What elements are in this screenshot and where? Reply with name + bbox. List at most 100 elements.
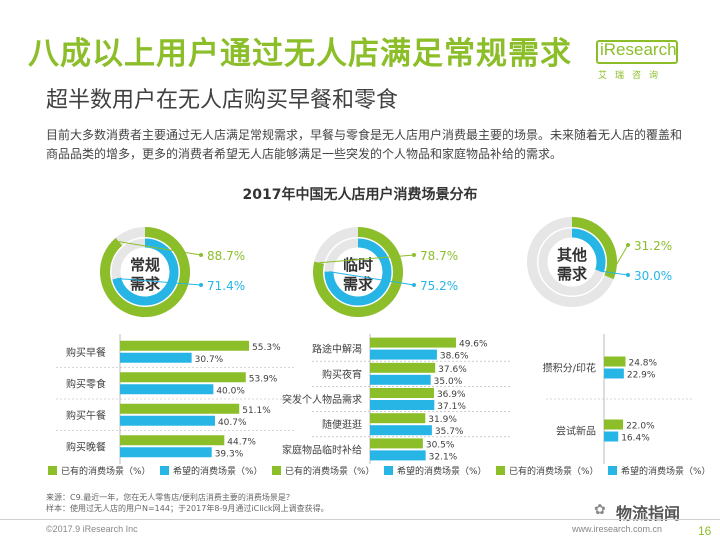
legend-swatch-desired [608, 466, 617, 475]
category-label: 路途中解渴 [312, 343, 362, 356]
logo-subtitle: 艾瑞咨询 [598, 71, 667, 81]
donut-center-label-line1: 常规 [130, 256, 160, 274]
bar-value-existing: 53.9% [249, 374, 278, 384]
category-label: 攒积分/印花 [543, 362, 596, 375]
category-label: 购买晚餐 [66, 440, 106, 453]
donut-arc-desired [324, 238, 392, 306]
bar-desired [370, 349, 437, 360]
leader-line-desired [328, 271, 415, 286]
bar-desired [604, 368, 624, 379]
bar-value-existing: 24.8% [628, 359, 657, 369]
bar-existing [120, 435, 225, 446]
legend-label-desired: 希望的消费场景（%） [621, 465, 711, 477]
bar-desired [120, 447, 212, 458]
leader-dot-existing [412, 253, 416, 257]
bar-existing [120, 340, 250, 351]
leader-line-desired [116, 278, 202, 286]
donut-arc-existing [571, 217, 617, 280]
watermark: ✿ 物流指闻 [594, 500, 710, 523]
bar-value-desired: 16.4% [621, 434, 650, 444]
bar-existing [370, 438, 423, 449]
legend-label-existing: 已有的消费场景（%） [61, 465, 151, 477]
legend-swatch-desired [160, 466, 169, 475]
category-label: 突发个人物品需求 [282, 393, 362, 406]
bar-value-desired: 35.0% [434, 377, 463, 387]
donut-value-existing: 31.2% [634, 239, 672, 253]
bar-existing [120, 372, 246, 383]
bar-value-existing: 37.6% [438, 365, 467, 375]
bar-desired [370, 425, 432, 436]
legend-label-existing: 已有的消费场景（%） [285, 465, 375, 477]
copyright: ©2017.9 iResearch Inc [46, 524, 138, 534]
bar-existing [370, 362, 436, 373]
leader-dot-existing [626, 243, 630, 247]
leader-line-existing [608, 244, 629, 278]
legend-swatch-existing [48, 466, 57, 475]
page-title: 八成以上用户通过无人店满足常规需求 [28, 36, 572, 72]
legend-swatch-desired [384, 466, 393, 475]
bar-value-existing: 22.0% [626, 422, 655, 432]
legend-swatch-existing [496, 466, 505, 475]
donut-value-existing: 78.7% [420, 249, 458, 263]
donut-center-label-line2: 需求 [130, 275, 161, 293]
description-text: 目前大多数消费者主要通过无人店满足常规需求，早餐与零食是无人店用户消费最主要的场… [46, 128, 683, 161]
donut-value-desired: 75.2% [420, 279, 458, 293]
category-label: 购买零食 [66, 377, 106, 390]
category-label: 尝试新品 [556, 425, 596, 438]
donut-center-label-line1: 其他 [557, 246, 587, 264]
category-label: 购买午餐 [66, 409, 106, 422]
bar-value-existing: 55.3% [252, 343, 281, 353]
leader-dot-existing [199, 253, 203, 257]
bar-desired [370, 400, 435, 410]
chart-title: 2017年中国无人店用户消费场景分布 [242, 187, 478, 203]
bar-value-existing: 30.5% [426, 440, 455, 450]
bar-value-desired: 35.7% [435, 427, 464, 437]
legend-label-desired: 希望的消费场景（%） [397, 465, 487, 477]
leader-dot-desired [199, 283, 203, 287]
bar-value-existing: 36.9% [437, 390, 466, 400]
bar-desired [120, 384, 214, 395]
bar-value-desired: 22.9% [627, 371, 656, 381]
legend-label-existing: 已有的消费场景（%） [509, 465, 599, 477]
bar-existing [370, 388, 434, 398]
bar-existing [120, 403, 240, 414]
bar-value-desired: 37.1% [437, 402, 466, 412]
category-label: 购买早餐 [66, 346, 106, 359]
bar-desired [370, 374, 431, 385]
legend-label-desired: 希望的消费场景（%） [173, 465, 263, 477]
donut-arc-desired [571, 228, 606, 273]
donut-center-label-line2: 需求 [557, 265, 588, 283]
leader-line-existing [118, 241, 202, 256]
bar-value-desired: 38.6% [440, 352, 469, 362]
leader-line-desired [599, 270, 629, 276]
logo-frame [596, 40, 678, 64]
bar-existing [370, 337, 456, 348]
logo-name: iResearch [600, 40, 677, 59]
wechat-icon: ✿ [594, 502, 606, 518]
donut-arc-existing [313, 227, 403, 317]
bar-value-desired: 32.1% [429, 452, 458, 462]
bar-existing [604, 356, 626, 367]
bar-value-desired: 40.0% [216, 386, 245, 396]
watermark-text: 物流指闻 [616, 504, 681, 523]
iresearch-logo: iResearch 艾瑞咨询 [596, 40, 678, 81]
donut-value-existing: 88.7% [207, 249, 245, 263]
donut-value-desired: 71.4% [207, 279, 245, 293]
page-number: 16 [698, 524, 712, 538]
leader-line-existing [319, 254, 415, 264]
footer-divider [0, 519, 720, 520]
source-note: 来源：C9.最近一年，您在无人零售店/便利店消费主要的消费场景是？ 样本：使用过… [46, 492, 329, 514]
category-label: 家庭物品临时补给 [282, 443, 362, 456]
bar-desired [120, 352, 192, 363]
source-line-2: 样本：使用过无人店的用户N=144；于2017年8-9月通过iClick网上调查… [46, 504, 329, 513]
bar-value-desired: 39.3% [215, 449, 244, 459]
bar-value-desired: 40.7% [218, 418, 247, 428]
website: www.iresearch.com.cn [572, 524, 663, 534]
donut-arc-existing [100, 227, 190, 317]
bar-existing [604, 419, 624, 430]
category-label: 购买夜宵 [322, 368, 362, 381]
bar-desired [120, 415, 215, 426]
bar-value-existing: 31.9% [428, 415, 457, 425]
bar-value-existing: 44.7% [227, 437, 256, 447]
